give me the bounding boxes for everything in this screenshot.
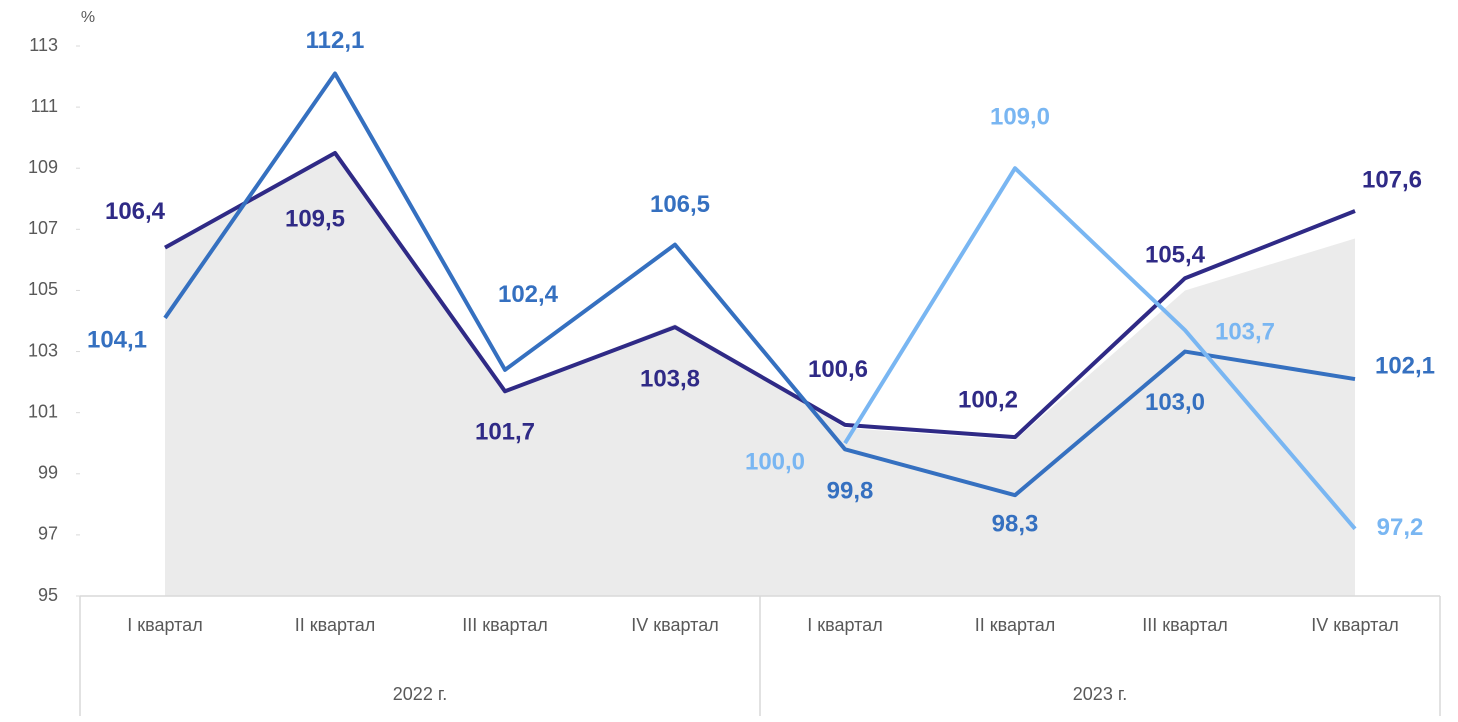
- data-label: 102,1: [1375, 352, 1435, 379]
- x-tick-label: II квартал: [975, 615, 1055, 635]
- data-label: 109,0: [990, 104, 1050, 131]
- data-label: 103,7: [1215, 319, 1275, 346]
- data-label: 103,0: [1145, 389, 1205, 416]
- y-tick-label: 111: [31, 96, 58, 116]
- y-tick-label: 95: [38, 585, 58, 605]
- series-line: [843, 166, 1357, 531]
- x-tick-label: IV квартал: [631, 615, 718, 635]
- data-label: 112,1: [306, 27, 365, 54]
- x-tick-label: III квартал: [1142, 615, 1227, 635]
- data-label: 109,5: [285, 205, 345, 232]
- x-tick-label: II квартал: [295, 615, 375, 635]
- data-label: 97,2: [1377, 514, 1424, 541]
- y-tick-label: 109: [28, 157, 58, 177]
- data-label: 105,4: [1145, 242, 1206, 269]
- y-tick-label: 113: [29, 35, 58, 55]
- data-label: 101,7: [475, 419, 535, 446]
- data-label: 106,5: [650, 191, 710, 218]
- data-label: 104,1: [87, 326, 147, 353]
- y-tick-label: 107: [28, 218, 58, 238]
- data-label: 100,2: [958, 386, 1018, 413]
- series-line: [163, 71, 1356, 498]
- y-axis-label: %: [81, 9, 95, 26]
- y-tick-label: 99: [38, 463, 58, 483]
- x-tick-label: IV квартал: [1311, 615, 1398, 635]
- x-tick-label: I квартал: [127, 615, 202, 635]
- x-tick-label: III квартал: [462, 615, 547, 635]
- y-tick-label: 97: [38, 524, 58, 544]
- data-label: 98,3: [992, 511, 1039, 538]
- data-label: 102,4: [498, 281, 559, 308]
- y-tick-label: 101: [28, 401, 58, 421]
- data-label: 103,8: [640, 365, 700, 392]
- group-label: 2022 г.: [393, 684, 447, 704]
- data-label: 100,6: [808, 356, 868, 383]
- group-label: 2023 г.: [1073, 684, 1127, 704]
- data-label: 107,6: [1362, 166, 1422, 193]
- data-label: 99,8: [827, 478, 874, 505]
- data-label: 100,0: [745, 449, 805, 476]
- data-label: 106,4: [105, 198, 166, 225]
- y-tick-label: 105: [28, 279, 58, 299]
- x-tick-label: I квартал: [807, 615, 882, 635]
- y-tick-label: 103: [28, 340, 58, 360]
- area: [165, 152, 1355, 596]
